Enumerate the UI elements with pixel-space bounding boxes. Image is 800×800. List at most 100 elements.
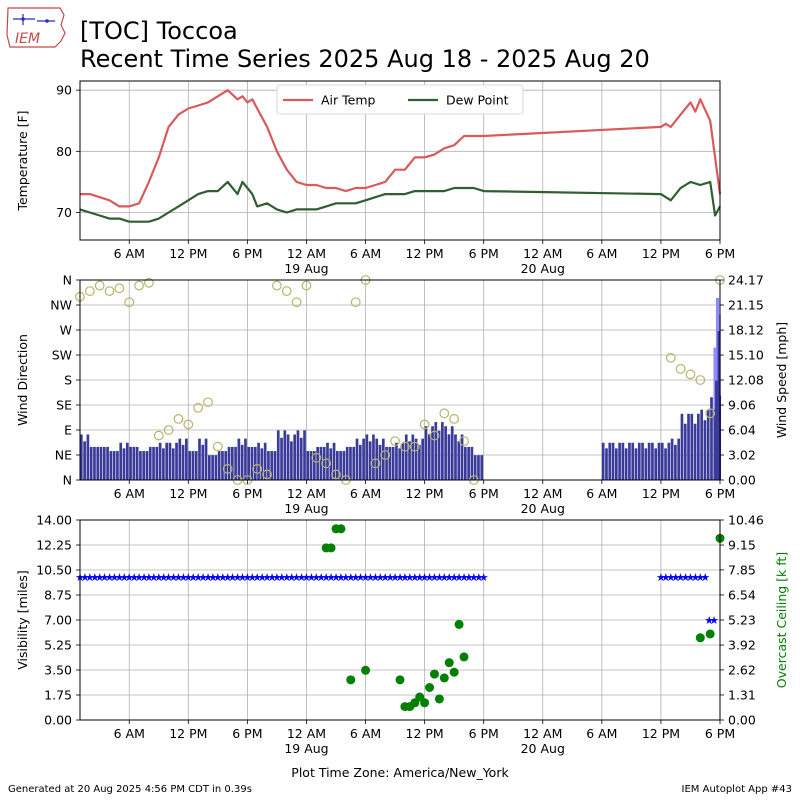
visibility-point: ★	[351, 571, 361, 584]
wind-direction-point	[291, 297, 302, 308]
y2-tick-label: 24.17	[728, 273, 764, 288]
x-tick-label: 6 PM	[705, 726, 735, 741]
wind-speed-bar	[168, 442, 172, 480]
wind-direction-point	[193, 402, 204, 413]
wind-speed-bar	[424, 426, 428, 480]
visibility-point: ★	[134, 571, 144, 584]
x-date-label: 19 Aug	[284, 501, 328, 516]
wind-speed-bar	[431, 426, 434, 480]
x-tick-label: 12 AM	[523, 726, 562, 741]
visibility-point: ★	[105, 571, 115, 584]
visibility-point: ★	[336, 571, 346, 584]
wind-speed-bar	[450, 426, 454, 480]
x-tick-label: 6 PM	[469, 726, 499, 741]
wind-speed-bar	[385, 446, 388, 480]
visibility-point: ★	[311, 571, 321, 584]
wind-speed-bar	[437, 430, 441, 480]
wind-speed-bar	[188, 451, 191, 480]
visibility-point: ★	[434, 571, 444, 584]
x-tick-label: 6 PM	[232, 486, 262, 501]
visibility-point: ★	[203, 571, 213, 584]
visibility-point: ★	[459, 571, 469, 584]
visibility-point: ★	[164, 571, 174, 584]
wind-speed-bar	[401, 442, 405, 480]
wind-speed-bar	[326, 442, 329, 480]
y2-tick-label: 10.46	[728, 513, 764, 528]
wind-speed-bar	[303, 430, 306, 480]
wind-speed-bar	[651, 442, 654, 480]
visibility-point: ★	[366, 571, 376, 584]
wind-speed-bar	[697, 413, 700, 480]
y2-tick-label: 1.31	[728, 687, 756, 702]
wind-direction-point	[685, 369, 696, 380]
wind-direction-point	[114, 283, 125, 294]
ceiling-point	[361, 665, 371, 675]
ceiling-point	[449, 667, 459, 677]
wind-speed-bar	[418, 444, 421, 480]
ceiling-point	[439, 673, 449, 683]
visibility-point: ★	[331, 571, 341, 584]
ceiling-point	[336, 524, 346, 534]
wind-direction-point	[183, 419, 194, 430]
visibility-point: ★	[704, 614, 714, 627]
y-axis-label: Visibility [miles]	[15, 570, 30, 669]
wind-speed-bar	[336, 451, 339, 480]
wind-speed-bar	[477, 455, 480, 480]
wind-speed-bar	[283, 430, 287, 480]
wind-speed-bar	[703, 420, 707, 480]
wind-speed-bar	[96, 446, 100, 480]
x-tick-label: 6 PM	[232, 246, 262, 261]
visibility-point: ★	[326, 571, 336, 584]
wind-speed-bar	[683, 423, 687, 480]
ceiling-point	[346, 675, 356, 685]
visibility-point: ★	[695, 571, 705, 584]
wind-speed-bar	[713, 409, 717, 480]
visibility-point: ★	[124, 571, 134, 584]
wind-speed-bar	[710, 397, 713, 480]
ceiling-point	[434, 694, 444, 704]
y-tick-label: W	[60, 323, 72, 338]
visibility-point: ★	[400, 571, 410, 584]
wind-speed-bar	[362, 438, 365, 480]
wind-speed-bar	[276, 430, 280, 480]
ceiling-point	[395, 675, 405, 685]
x-date-label: 19 Aug	[284, 261, 328, 276]
wind-speed-bar	[660, 442, 664, 480]
y2-axis-label: Overcast Ceiling [k ft]	[774, 552, 789, 688]
visibility-point: ★	[316, 571, 326, 584]
wind-speed-bar	[211, 455, 214, 480]
wind-direction-point	[675, 363, 686, 374]
wind-speed-bar	[693, 423, 697, 480]
visibility-point: ★	[474, 571, 484, 584]
wind-direction-point	[321, 458, 332, 469]
wind-speed-bar	[339, 451, 342, 480]
wind-speed-bar	[237, 438, 241, 480]
wind-speed-bar	[667, 442, 671, 480]
wind-direction-point	[153, 430, 164, 441]
visibility-point: ★	[149, 571, 159, 584]
ceiling-point	[444, 658, 454, 668]
y2-tick-label: 9.06	[728, 398, 756, 413]
ceiling-point	[695, 633, 705, 643]
visibility-point: ★	[90, 571, 100, 584]
wind-direction-point	[705, 408, 716, 419]
visibility-point: ★	[85, 571, 95, 584]
wind-speed-bar	[230, 446, 234, 480]
wind-speed-bar	[473, 455, 477, 480]
x-tick-label: 12 PM	[642, 486, 680, 501]
wind-speed-bar	[470, 446, 474, 480]
wind-direction-point	[350, 297, 361, 308]
y-tick-label: 80	[56, 144, 72, 159]
visibility-point: ★	[700, 571, 710, 584]
wind-speed-bar	[132, 446, 136, 480]
wind-speed-bar	[395, 442, 398, 480]
wind-direction-point	[281, 286, 292, 297]
visibility-point: ★	[444, 571, 454, 584]
visibility-point: ★	[144, 571, 154, 584]
wind-speed-bar	[641, 442, 644, 480]
visibility-point: ★	[114, 571, 124, 584]
visibility-point: ★	[346, 571, 356, 584]
visibility-point: ★	[223, 571, 233, 584]
visibility-point: ★	[139, 571, 149, 584]
wind-direction-point	[311, 452, 322, 463]
